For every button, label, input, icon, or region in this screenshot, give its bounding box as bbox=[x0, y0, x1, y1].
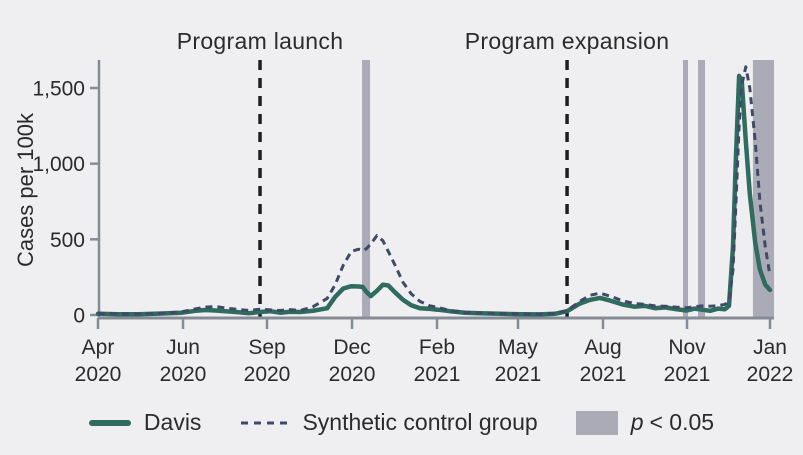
x-tick-label: May 2021 bbox=[495, 336, 542, 386]
synthetic-series-line bbox=[97, 65, 772, 316]
davis-series-line bbox=[95, 73, 773, 317]
synthetic-dashed-line-swatch bbox=[241, 421, 288, 424]
x-tick-label: Jan 2022 bbox=[747, 336, 794, 386]
significance-band bbox=[682, 60, 689, 318]
x-tick-label: Jun 2020 bbox=[160, 336, 207, 386]
y-tick-label: 1,000 bbox=[32, 153, 85, 176]
x-tick-label: Sep 2020 bbox=[244, 336, 291, 386]
legend: Davis Synthetic control group p < 0.05 bbox=[0, 409, 803, 436]
legend-synthetic-label: Synthetic control group bbox=[302, 409, 538, 435]
x-tick-label: Dec 2020 bbox=[329, 336, 376, 386]
davis-line-swatch bbox=[88, 419, 131, 426]
legend-item-synthetic: Synthetic control group bbox=[239, 409, 538, 436]
x-tick-label: Apr 2020 bbox=[75, 336, 122, 386]
x-tick-label: Nov 2021 bbox=[664, 336, 711, 386]
x-tick-label: Aug 2021 bbox=[580, 336, 627, 386]
significance-band bbox=[362, 60, 371, 318]
y-tick-label: 500 bbox=[50, 229, 85, 252]
legend-item-davis: Davis bbox=[88, 409, 202, 436]
legend-item-pvalue: p < 0.05 bbox=[575, 409, 715, 436]
significance-band bbox=[698, 60, 706, 318]
plot-area: 0 500 1,000 1,500 Apr 2020 Jun 2020 Sep 2020 Dec 20… bbox=[32, 60, 794, 386]
x-tick-label: Feb 2021 bbox=[414, 336, 461, 386]
annotation-program-expansion: Program expansion bbox=[464, 28, 670, 54]
legend-davis-label: Davis bbox=[143, 409, 202, 435]
y-tick-label: 0 bbox=[73, 305, 85, 328]
annotation-program-launch: Program launch bbox=[176, 28, 344, 54]
y-tick-label: 1,500 bbox=[32, 78, 85, 101]
p-band-swatch bbox=[575, 410, 618, 435]
legend-pvalue-label: p < 0.05 bbox=[630, 409, 715, 435]
